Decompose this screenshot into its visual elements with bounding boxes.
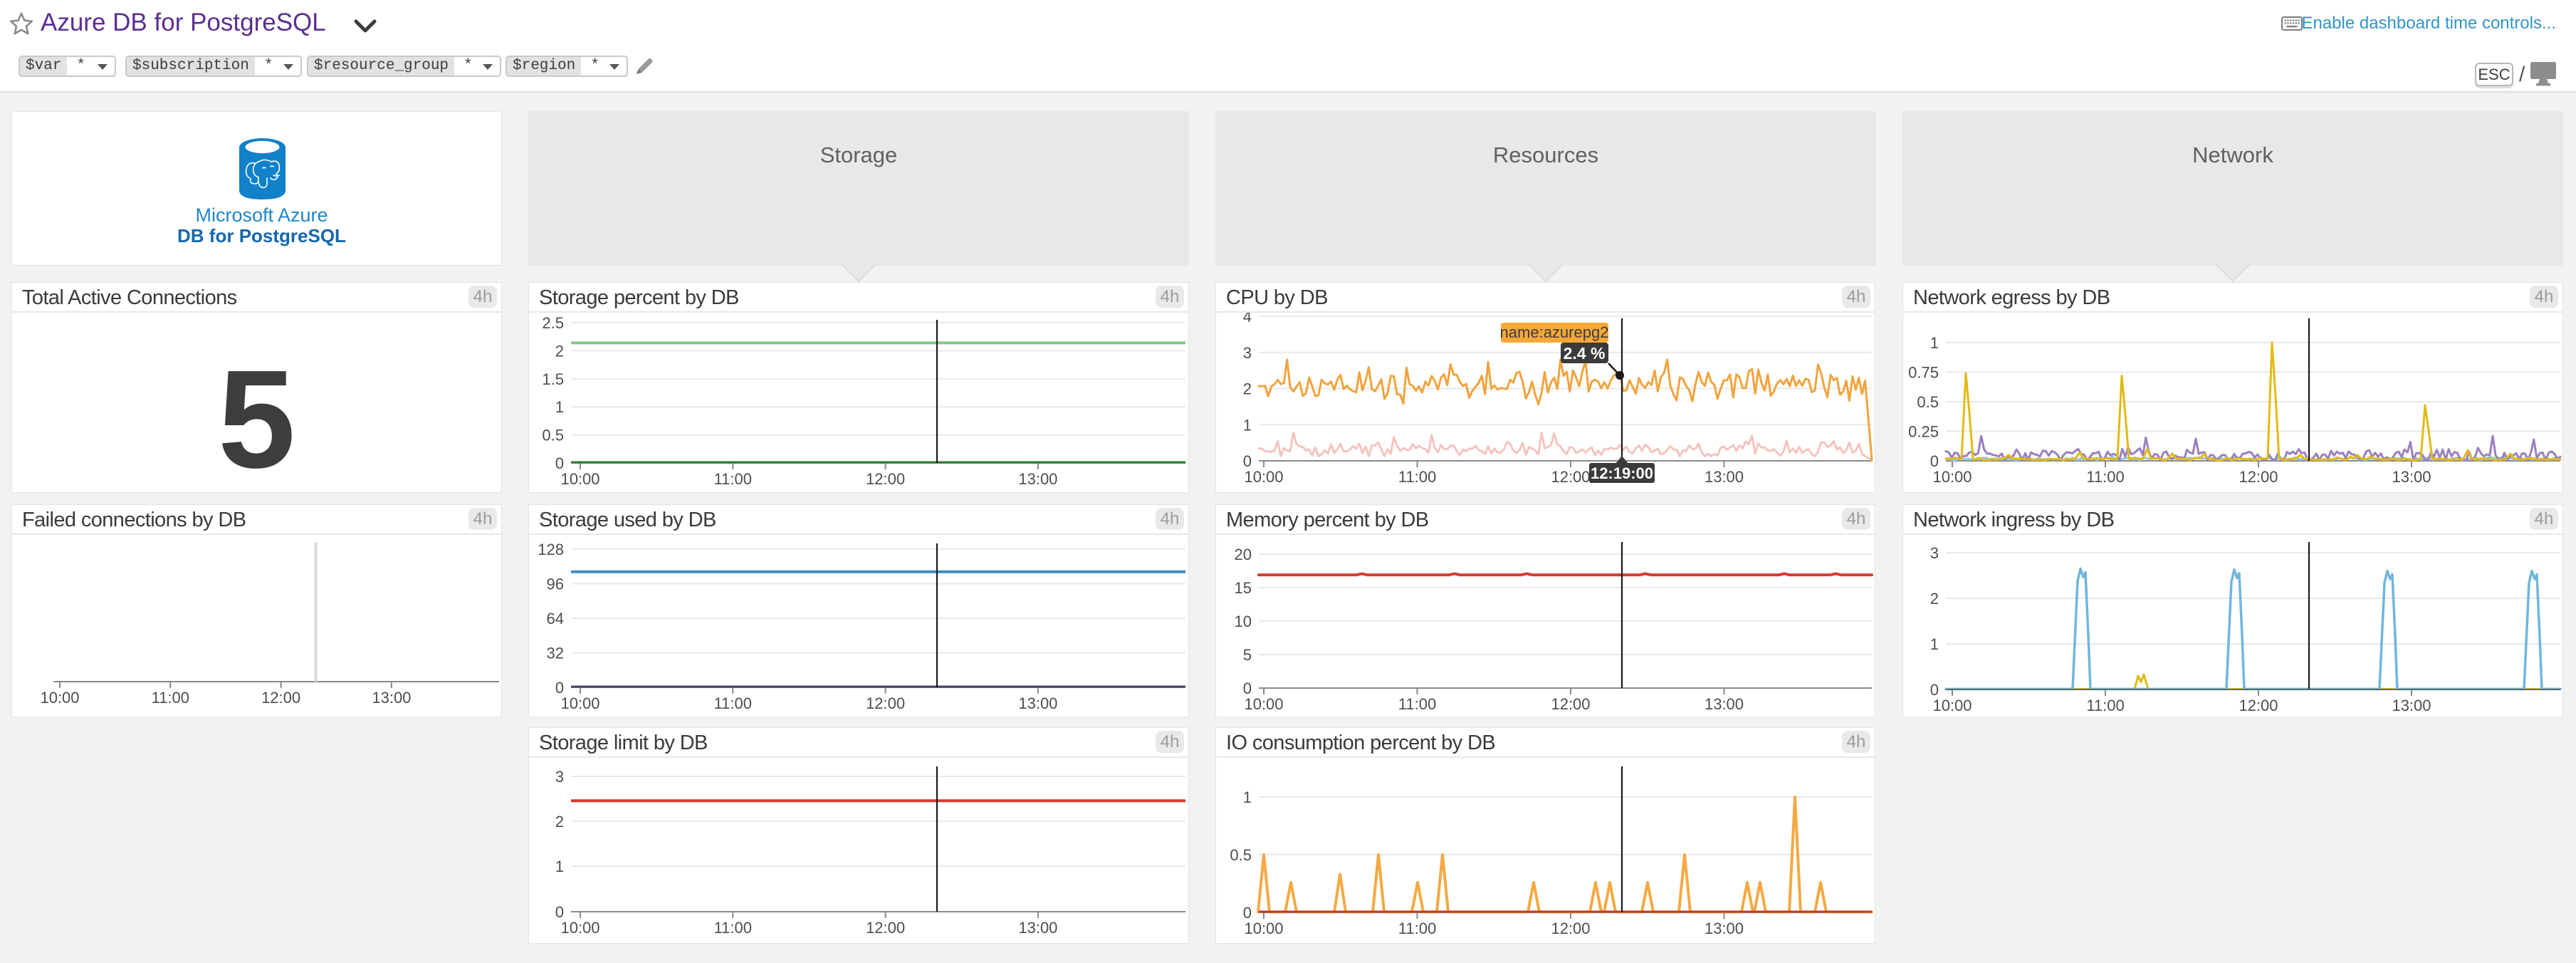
svg-text:13:00: 13:00 — [2392, 697, 2431, 714]
svg-text:0.5: 0.5 — [542, 427, 564, 444]
svg-text:10:00: 10:00 — [1932, 697, 1972, 714]
svg-text:0: 0 — [1930, 452, 1939, 470]
svg-text:13:00: 13:00 — [1018, 694, 1057, 712]
svg-text:10:00: 10:00 — [40, 689, 79, 707]
svg-text:11:00: 11:00 — [152, 689, 189, 707]
svg-text:1: 1 — [1930, 334, 1939, 352]
svg-text:15: 15 — [1235, 579, 1252, 597]
svg-text:0.75: 0.75 — [1908, 364, 1939, 382]
svg-text:11:00: 11:00 — [714, 919, 752, 937]
svg-text:1: 1 — [555, 398, 564, 416]
svg-text:10:00: 10:00 — [1244, 695, 1283, 713]
svg-text:3: 3 — [1930, 544, 1939, 562]
svg-text:0: 0 — [1243, 452, 1252, 470]
svg-text:10:00: 10:00 — [1244, 468, 1283, 486]
svg-text:1.5: 1.5 — [542, 370, 564, 388]
svg-text:12:19:00: 12:19:00 — [1591, 464, 1653, 482]
svg-text:0.25: 0.25 — [1908, 423, 1939, 441]
svg-text:11:00: 11:00 — [714, 470, 752, 488]
svg-text:0: 0 — [1243, 680, 1252, 697]
svg-text:0: 0 — [1243, 904, 1252, 922]
svg-text:1: 1 — [555, 858, 564, 875]
svg-text:13:00: 13:00 — [1018, 470, 1057, 488]
svg-text:13:00: 13:00 — [1705, 468, 1744, 486]
svg-text:10:00: 10:00 — [1932, 468, 1972, 486]
svg-text:2: 2 — [555, 813, 564, 831]
svg-text:12:00: 12:00 — [866, 470, 905, 488]
svg-text:1: 1 — [1930, 635, 1939, 653]
svg-text:10:00: 10:00 — [560, 694, 600, 712]
svg-text:13:00: 13:00 — [1705, 920, 1744, 937]
svg-text:12:00: 12:00 — [2239, 697, 2278, 714]
svg-text:0: 0 — [555, 454, 564, 472]
svg-text:96: 96 — [547, 576, 564, 593]
svg-text:13:00: 13:00 — [372, 689, 411, 707]
svg-text:2: 2 — [555, 342, 564, 360]
svg-text:0.5: 0.5 — [1917, 393, 1939, 411]
svg-text:11:00: 11:00 — [2086, 468, 2124, 486]
svg-text:12:00: 12:00 — [866, 694, 905, 712]
svg-text:3: 3 — [1243, 344, 1252, 362]
svg-text:11:00: 11:00 — [1398, 920, 1436, 937]
svg-text:12:00: 12:00 — [261, 689, 300, 707]
svg-text:13:00: 13:00 — [1018, 919, 1057, 937]
svg-text:32: 32 — [547, 645, 564, 662]
svg-text:2.4 %: 2.4 % — [1564, 344, 1606, 363]
svg-text:13:00: 13:00 — [1705, 695, 1744, 713]
svg-text:12:00: 12:00 — [1551, 468, 1590, 486]
svg-text:12:00: 12:00 — [1551, 920, 1590, 937]
svg-text:12:00: 12:00 — [1551, 695, 1590, 713]
svg-text:0: 0 — [555, 679, 564, 697]
svg-text:11:00: 11:00 — [2086, 697, 2124, 714]
svg-text:name:azurepg2: name:azurepg2 — [1500, 323, 1609, 341]
svg-text:13:00: 13:00 — [2392, 468, 2431, 486]
svg-text:12:00: 12:00 — [866, 919, 905, 937]
svg-text:11:00: 11:00 — [714, 694, 752, 712]
svg-text:20: 20 — [1235, 546, 1252, 563]
svg-text:10:00: 10:00 — [560, 919, 600, 937]
svg-text:11:00: 11:00 — [1398, 695, 1436, 713]
svg-text:0: 0 — [1930, 681, 1939, 699]
svg-text:3: 3 — [555, 768, 564, 786]
svg-text:12:00: 12:00 — [2239, 468, 2278, 486]
svg-text:11:00: 11:00 — [1398, 468, 1436, 486]
svg-text:128: 128 — [538, 541, 564, 558]
svg-text:10: 10 — [1235, 613, 1252, 630]
svg-text:2: 2 — [1243, 380, 1252, 398]
svg-text:2: 2 — [1930, 590, 1939, 608]
svg-text:2.5: 2.5 — [542, 314, 564, 332]
svg-text:10:00: 10:00 — [1244, 920, 1283, 937]
svg-text:4: 4 — [1243, 313, 1252, 326]
svg-text:0.5: 0.5 — [1230, 846, 1252, 864]
svg-text:1: 1 — [1243, 788, 1252, 806]
svg-text:10:00: 10:00 — [560, 470, 600, 488]
svg-text:1: 1 — [1243, 416, 1252, 434]
svg-text:5: 5 — [1243, 646, 1252, 664]
svg-text:64: 64 — [547, 610, 564, 628]
svg-text:0: 0 — [555, 903, 564, 921]
